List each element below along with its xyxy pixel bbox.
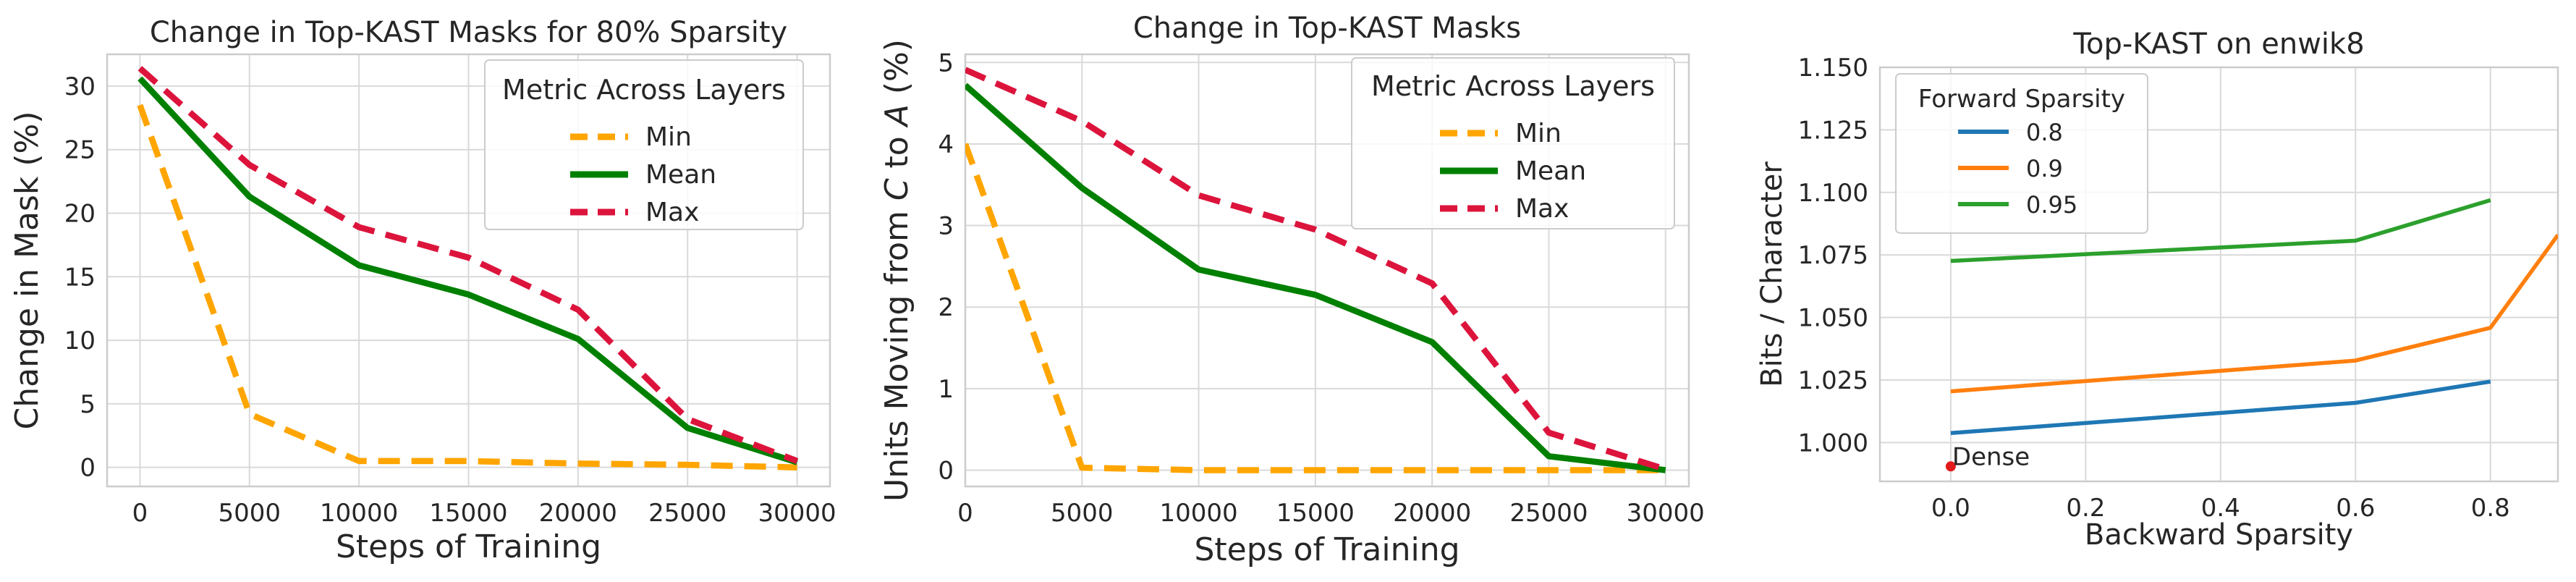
legend-label: 0.9 (2026, 155, 2063, 182)
series-line-min (137, 104, 797, 471)
legend: Forward Sparsity 0.8 0.9 0.95 (1895, 73, 2148, 234)
legend-box (1351, 57, 1675, 229)
y-axis-label: Bits / Character (1755, 161, 1789, 387)
series-line-mean (965, 83, 1666, 473)
series-line-min (965, 143, 1666, 473)
y-tick-label: 3 (938, 212, 954, 241)
y-axis-label-part: (%) (878, 39, 915, 104)
y-axis-label: Units Moving from C to A (%) (878, 39, 915, 502)
legend-label: Mean (645, 160, 716, 190)
x-tick-label: 5000 (1051, 499, 1114, 528)
legend-title: Metric Across Layers (502, 74, 786, 106)
annotation-point (1945, 461, 1956, 472)
x-tick-label: 0.2 (2066, 494, 2105, 523)
x-tick-label: 0.8 (2471, 494, 2510, 523)
y-axis-label-part: to (878, 126, 915, 178)
legend-box (484, 59, 804, 230)
y-tick-label: 0 (938, 456, 954, 485)
y-tick-label: 15 (64, 263, 96, 292)
x-tick-label: 0.0 (1931, 494, 1970, 523)
x-tick-label: 20000 (539, 499, 617, 528)
plot-frame (106, 53, 831, 488)
legend-title: Forward Sparsity (1918, 85, 2125, 114)
chart-title: Change in Top-KAST Masks for 80% Sparsit… (150, 16, 787, 49)
legend-label: Mean (1515, 156, 1586, 186)
y-tick-label: 4 (938, 130, 954, 159)
y-tick-label: 0 (80, 454, 96, 483)
series-line-max (965, 67, 1666, 473)
plot-area (965, 67, 1666, 473)
series-line-0-8 (1950, 379, 2491, 436)
legend-title: Metric Across Layers (1371, 70, 1655, 102)
y-tick-label: 1.100 (1798, 179, 1868, 208)
x-tick-label: 25000 (1509, 499, 1588, 528)
legend-label: Max (1515, 194, 1569, 224)
y-tick-label: 5 (938, 48, 954, 77)
x-axis-label: Steps of Training (336, 528, 601, 565)
legend-box (1895, 73, 2148, 234)
y-tick-label: 1 (938, 375, 954, 404)
series-line-max (137, 66, 799, 464)
chart-title: Top-KAST on enwik8 (2072, 28, 2364, 61)
x-tick-label: 10000 (320, 499, 398, 528)
y-tick-label: 2 (938, 293, 954, 322)
plot-frame (1878, 66, 2559, 483)
y-tick-label: 1.050 (1798, 304, 1868, 333)
y-tick-label: 5 (80, 390, 96, 419)
x-tick-label: 20000 (1393, 499, 1471, 528)
series-line-0-9 (1950, 233, 2558, 394)
legend-label: 0.8 (2026, 119, 2063, 146)
x-tick-label: 10000 (1159, 499, 1237, 528)
legend: Metric Across Layers Min Mean Max (484, 59, 804, 230)
y-tick-label: 10 (64, 326, 96, 355)
legend-label: Max (645, 198, 699, 227)
chart-3: 0.0 0.2 0.4 0.6 0.8 1.000 1.025 1.050 1.075 1.100… (1755, 28, 2559, 552)
y-axis-label: Change in Mask (%) (9, 111, 46, 430)
x-tick-label: 25000 (648, 499, 726, 528)
annotation-label: Dense (1952, 442, 2030, 471)
series-line-mean (137, 76, 798, 465)
x-tick-label: 0.6 (2336, 494, 2375, 523)
x-tick-label: 30000 (758, 499, 836, 528)
y-tick-label: 1.150 (1798, 54, 1868, 83)
x-tick-label: 0 (957, 499, 973, 528)
y-axis-label-part: A (878, 104, 915, 128)
y-tick-label: 20 (64, 199, 96, 228)
chart-1: 0 5000 10000 15000 20000 25000 30000 0 5 10 15 20 25… (9, 16, 836, 565)
legend: Metric Across Layers Min Mean Max (1351, 57, 1675, 229)
legend-label: Min (1515, 119, 1562, 148)
chart-title: Change in Top-KAST Masks (1133, 12, 1521, 45)
y-tick-label: 1.075 (1798, 241, 1868, 270)
x-tick-label: 0.4 (2201, 494, 2240, 523)
plot-frame (964, 53, 1690, 488)
x-axis-label: Steps of Training (1194, 531, 1459, 568)
x-tick-label: 0 (132, 499, 148, 528)
plot-area (1950, 198, 2558, 436)
series-line-0-95 (1950, 198, 2491, 263)
y-tick-label: 25 (64, 136, 96, 165)
y-tick-label: 1.025 (1798, 366, 1868, 395)
x-tick-label: 5000 (219, 499, 281, 528)
x-tick-label: 15000 (429, 499, 507, 528)
x-tick-label: 15000 (1276, 499, 1355, 528)
y-tick-label: 30 (64, 72, 96, 101)
y-axis-label-part: Units Moving from (878, 201, 915, 502)
x-tick-label: 30000 (1627, 499, 1705, 528)
x-axis-label: Backward Sparsity (2085, 518, 2353, 552)
chart-2: 0 5000 10000 15000 20000 25000 30000 0 1 2 3 4 5 Chan… (878, 12, 1705, 568)
y-axis-label-part: C (878, 178, 915, 201)
y-tick-label: 1.125 (1798, 116, 1868, 145)
legend-label: 0.95 (2026, 191, 2077, 219)
legend-label: Min (645, 122, 692, 152)
y-tick-label: 1.000 (1798, 429, 1868, 457)
plot-area (137, 66, 799, 471)
